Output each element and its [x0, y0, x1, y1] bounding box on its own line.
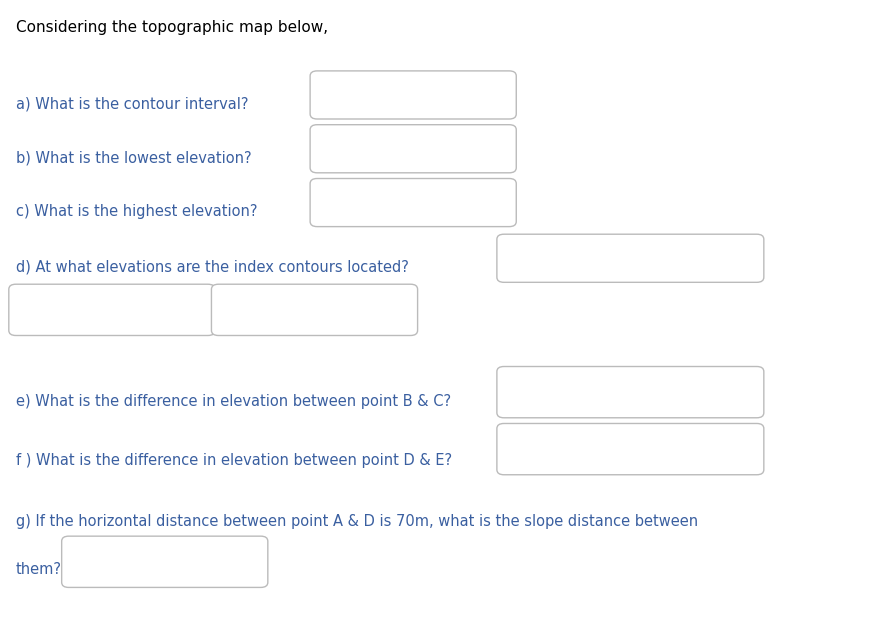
Text: g) If the horizontal distance between point A & D is 70m, what is the slope dist: g) If the horizontal distance between po…: [16, 514, 698, 529]
FancyBboxPatch shape: [310, 125, 516, 173]
Text: f ) What is the difference in elevation between point D & E?: f ) What is the difference in elevation …: [16, 453, 452, 468]
FancyBboxPatch shape: [497, 367, 764, 418]
Text: d) At what elevations are the index contours located?: d) At what elevations are the index cont…: [16, 260, 409, 275]
Text: b) What is the lowest elevation?: b) What is the lowest elevation?: [16, 150, 251, 165]
Text: c) What is the highest elevation?: c) What is the highest elevation?: [16, 204, 257, 219]
FancyBboxPatch shape: [497, 423, 764, 475]
FancyBboxPatch shape: [497, 234, 764, 282]
Text: a) What is the contour interval?: a) What is the contour interval?: [16, 96, 248, 111]
Text: Considering the topographic map below,: Considering the topographic map below,: [16, 20, 328, 35]
FancyBboxPatch shape: [211, 284, 418, 335]
FancyBboxPatch shape: [310, 179, 516, 227]
Text: them?: them?: [16, 562, 62, 577]
FancyBboxPatch shape: [62, 536, 268, 587]
FancyBboxPatch shape: [310, 71, 516, 119]
Text: e) What is the difference in elevation between point B & C?: e) What is the difference in elevation b…: [16, 394, 451, 409]
FancyBboxPatch shape: [9, 284, 215, 335]
